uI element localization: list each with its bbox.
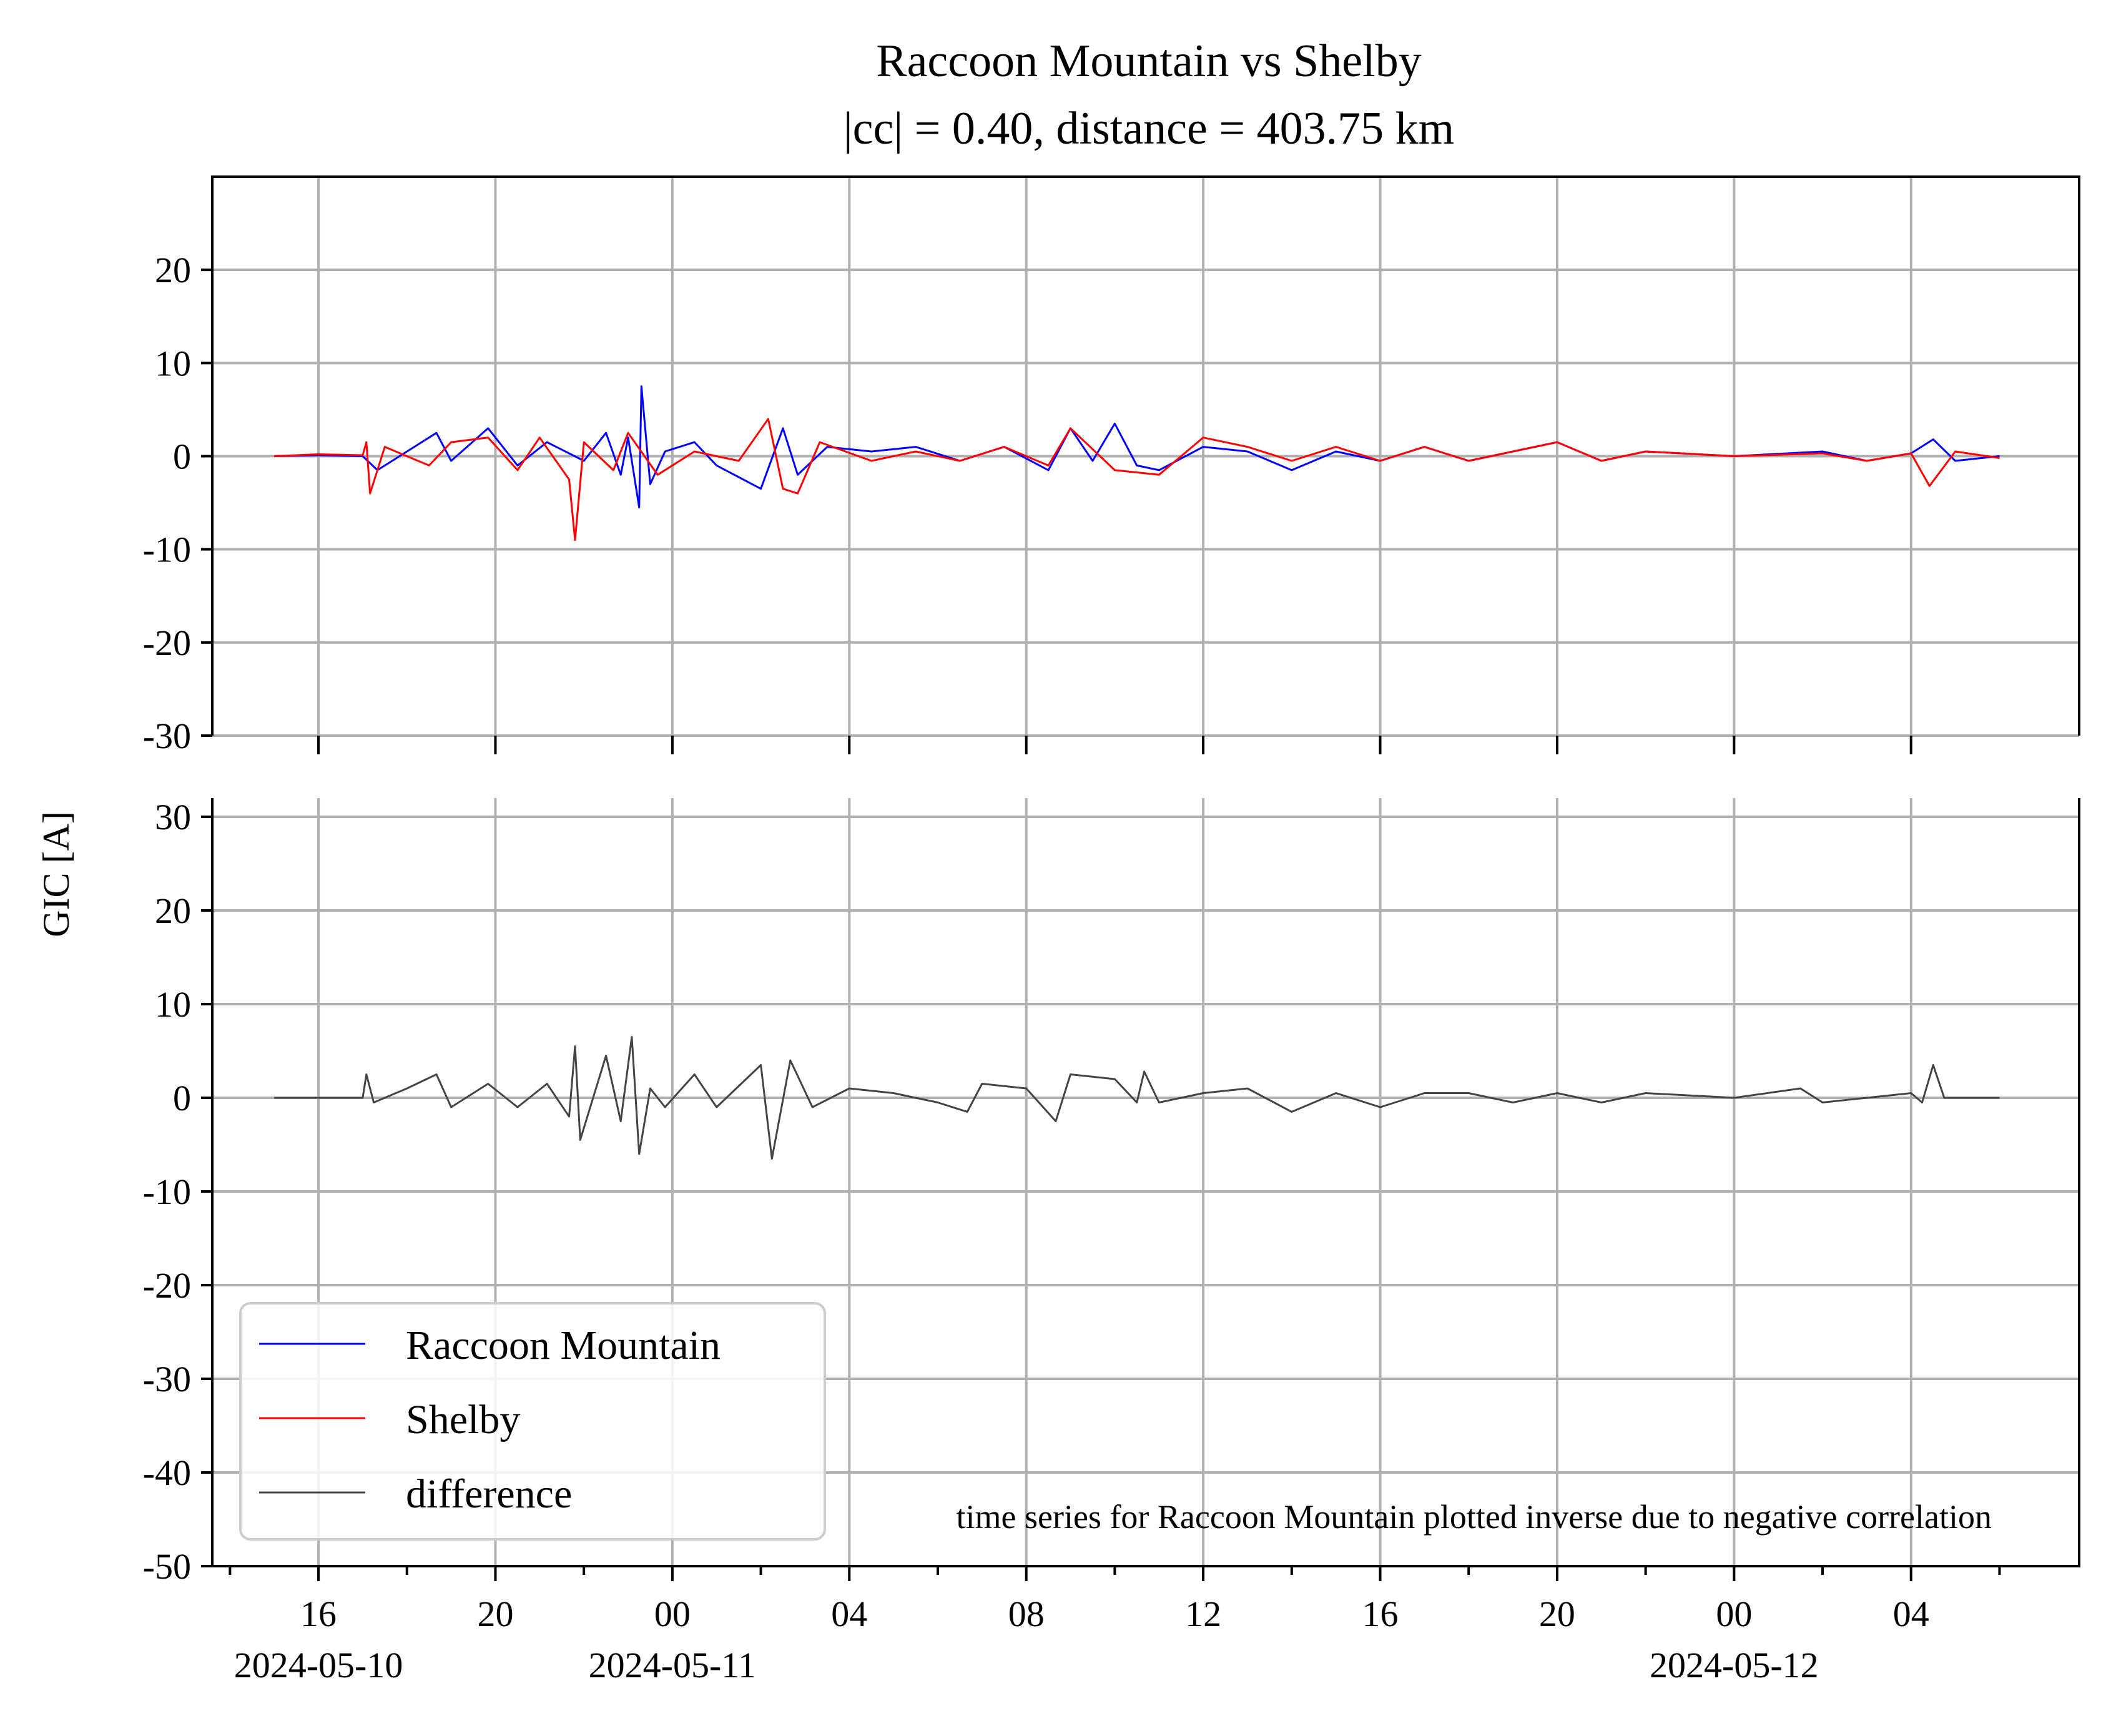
xtick-label-6: 16	[1362, 1594, 1399, 1634]
legend-label-shelby: Shelby	[406, 1397, 520, 1443]
xtick-label-9: 04	[1893, 1594, 1929, 1634]
xtick-date-label-8: 2024-05-12	[1650, 1645, 1819, 1685]
top-ytick-label-4: -20	[143, 623, 191, 663]
top-panel-y-ticks: 20 10 0 -10 -20 -30	[143, 250, 212, 756]
top-ytick-label-0: 20	[155, 250, 191, 290]
xtick-label-3: 04	[831, 1594, 867, 1634]
xtick-label-5: 12	[1185, 1594, 1221, 1634]
bottom-panel-y-ticks: 30 20 10 0 -10 -20 -30 -40 -50	[143, 797, 212, 1587]
top-ytick-label-2: 0	[173, 436, 191, 477]
legend-label-difference: difference	[406, 1471, 572, 1517]
legend-box	[239, 1302, 826, 1541]
bottom-ytick-label-2: 10	[155, 984, 191, 1025]
xtick-date-label-2: 2024-05-11	[589, 1645, 756, 1685]
bottom-panel: 30 20 10 0 -10 -20 -30 -40 -50 16 2024-05-10 20 00 2…	[143, 797, 2080, 1685]
bottom-ytick-label-8: -50	[143, 1546, 191, 1587]
inverse-plot-note: time series for Raccoon Mountain plotted…	[957, 1498, 1992, 1536]
chart-title: Raccoon Mountain vs Shelby	[876, 36, 1422, 87]
xtick-label-0: 16	[300, 1594, 337, 1634]
bottom-ytick-label-5: -20	[143, 1265, 191, 1306]
bottom-ytick-label-7: -40	[143, 1452, 191, 1493]
legend-label-raccoon-mountain: Raccoon Mountain	[406, 1323, 721, 1368]
xtick-label-1: 20	[477, 1594, 513, 1634]
bottom-panel-frame	[211, 798, 2080, 1567]
top-ytick-label-1: 10	[155, 343, 191, 383]
xtick-label-2: 00	[654, 1594, 691, 1634]
bottom-series-line-0	[274, 1036, 2000, 1160]
top-panel-series	[274, 385, 2000, 541]
bottom-panel-spines	[211, 798, 2080, 1567]
top-panel-spines	[211, 175, 2080, 754]
y-axis-label: GIC [A]	[36, 811, 77, 937]
top-ytick-label-5: -30	[143, 716, 191, 756]
top-panel-grid	[212, 177, 2079, 737]
top-series-line-1	[274, 418, 2000, 541]
top-ytick-label-3: -10	[143, 530, 191, 570]
xtick-label-7: 20	[1539, 1594, 1575, 1634]
x-axis-ticks: 16 2024-05-10 20 00 2024-05-11 04 08 12 16 20 00 20…	[229, 1566, 2001, 1685]
bottom-ytick-label-4: -10	[143, 1171, 191, 1212]
top-panel-frame	[211, 175, 2080, 736]
bottom-ytick-label-0: 30	[155, 797, 191, 837]
chart-subtitle: |cc| = 0.40, distance = 403.75 km	[844, 103, 1454, 154]
xtick-label-8: 00	[1716, 1594, 1752, 1634]
bottom-ytick-label-3: 0	[173, 1078, 191, 1118]
bottom-panel-series	[274, 1036, 2000, 1160]
bottom-ytick-label-6: -30	[143, 1359, 191, 1399]
bottom-ytick-label-1: 20	[155, 890, 191, 931]
xtick-date-label-0: 2024-05-10	[234, 1645, 403, 1685]
legend: Raccoon Mountain Shelby difference	[239, 1302, 826, 1541]
xtick-label-4: 08	[1008, 1594, 1045, 1634]
top-panel: 20 10 0 -10 -20 -30	[143, 175, 2080, 756]
